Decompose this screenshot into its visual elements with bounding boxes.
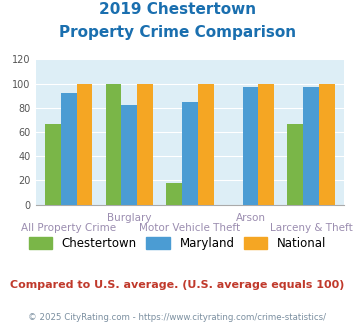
Bar (121, 105, 137, 205)
Legend: Chestertown, Maryland, National: Chestertown, Maryland, National (29, 237, 326, 250)
Bar (258, 83, 274, 205)
Text: Property Crime Comparison: Property Crime Comparison (59, 25, 296, 40)
Bar (242, 87, 258, 205)
Text: Arson: Arson (235, 213, 266, 223)
Bar (137, 83, 153, 205)
Bar (166, 183, 182, 205)
Bar (319, 83, 335, 205)
Bar (182, 102, 198, 205)
Text: Motor Vehicle Theft: Motor Vehicle Theft (140, 223, 240, 233)
Bar (61, 93, 77, 205)
Text: © 2025 CityRating.com - https://www.cityrating.com/crime-statistics/: © 2025 CityRating.com - https://www.city… (28, 314, 327, 322)
Bar (303, 87, 319, 205)
Bar (288, 123, 303, 205)
Bar (45, 123, 61, 205)
Text: All Property Crime: All Property Crime (21, 223, 116, 233)
Bar (106, 83, 121, 205)
Bar (77, 83, 92, 205)
Text: Compared to U.S. average. (U.S. average equals 100): Compared to U.S. average. (U.S. average … (10, 280, 345, 290)
Text: 2019 Chestertown: 2019 Chestertown (99, 2, 256, 16)
Bar (198, 83, 214, 205)
Text: Larceny & Theft: Larceny & Theft (270, 223, 353, 233)
Text: Burglary: Burglary (107, 213, 152, 223)
